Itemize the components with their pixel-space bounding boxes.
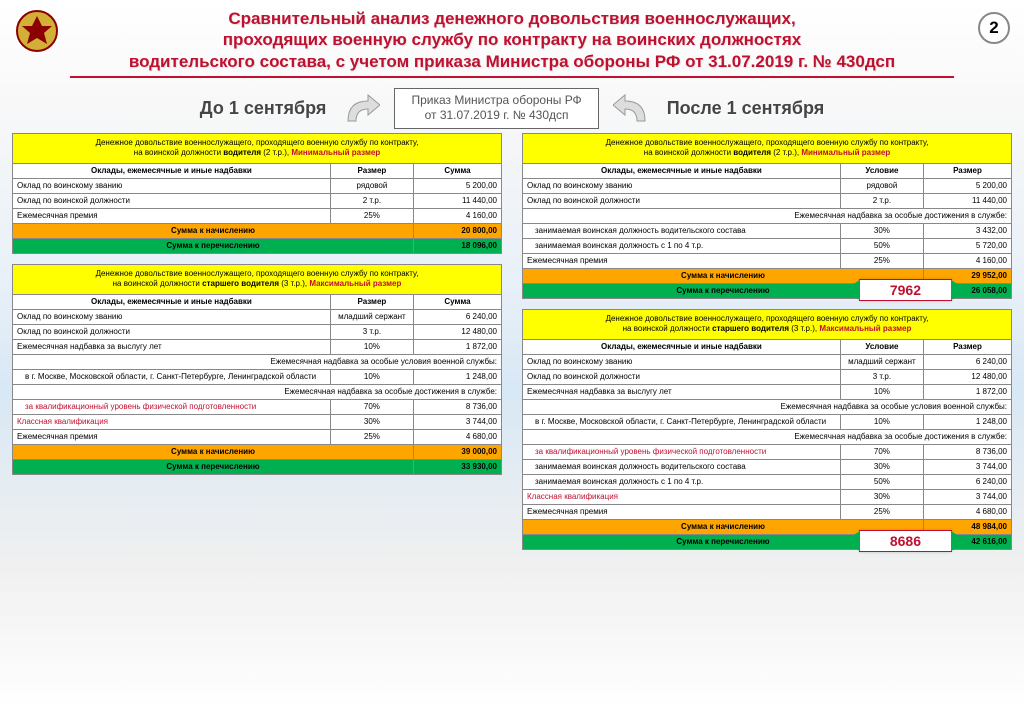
after-label: После 1 сентября bbox=[667, 98, 825, 119]
arrow-left-icon bbox=[340, 93, 380, 123]
page-number: 2 bbox=[978, 12, 1010, 44]
right-column: Денежное довольствие военнослужащего, пр… bbox=[522, 133, 1012, 560]
right-table-max: Денежное довольствие военнослужащего, пр… bbox=[522, 309, 1012, 550]
arrow-right-icon bbox=[613, 93, 653, 123]
flow-diagram: До 1 сентября Приказ Министра обороны РФ… bbox=[0, 88, 1024, 129]
page-title: Сравнительный анализ денежного довольств… bbox=[60, 8, 964, 72]
tables-container: Денежное довольствие военнослужащего, пр… bbox=[0, 133, 1024, 560]
left-column: Денежное довольствие военнослужащего, пр… bbox=[12, 133, 502, 560]
title-divider bbox=[70, 76, 954, 78]
right-table-min: Денежное довольствие военнослужащего, пр… bbox=[522, 133, 1012, 299]
left-table-min: Денежное довольствие военнослужащего, пр… bbox=[12, 133, 502, 254]
left-table-max: Денежное довольствие военнослужащего, пр… bbox=[12, 264, 502, 475]
decree-box: Приказ Министра обороны РФот 31.07.2019 … bbox=[394, 88, 598, 129]
emblem-icon bbox=[14, 8, 60, 54]
header: 2 Сравнительный анализ денежного довольс… bbox=[0, 0, 1024, 82]
before-label: До 1 сентября bbox=[200, 98, 327, 119]
diff-badge-2: 8686 bbox=[859, 530, 952, 552]
diff-badge-1: 7962 bbox=[859, 279, 952, 301]
